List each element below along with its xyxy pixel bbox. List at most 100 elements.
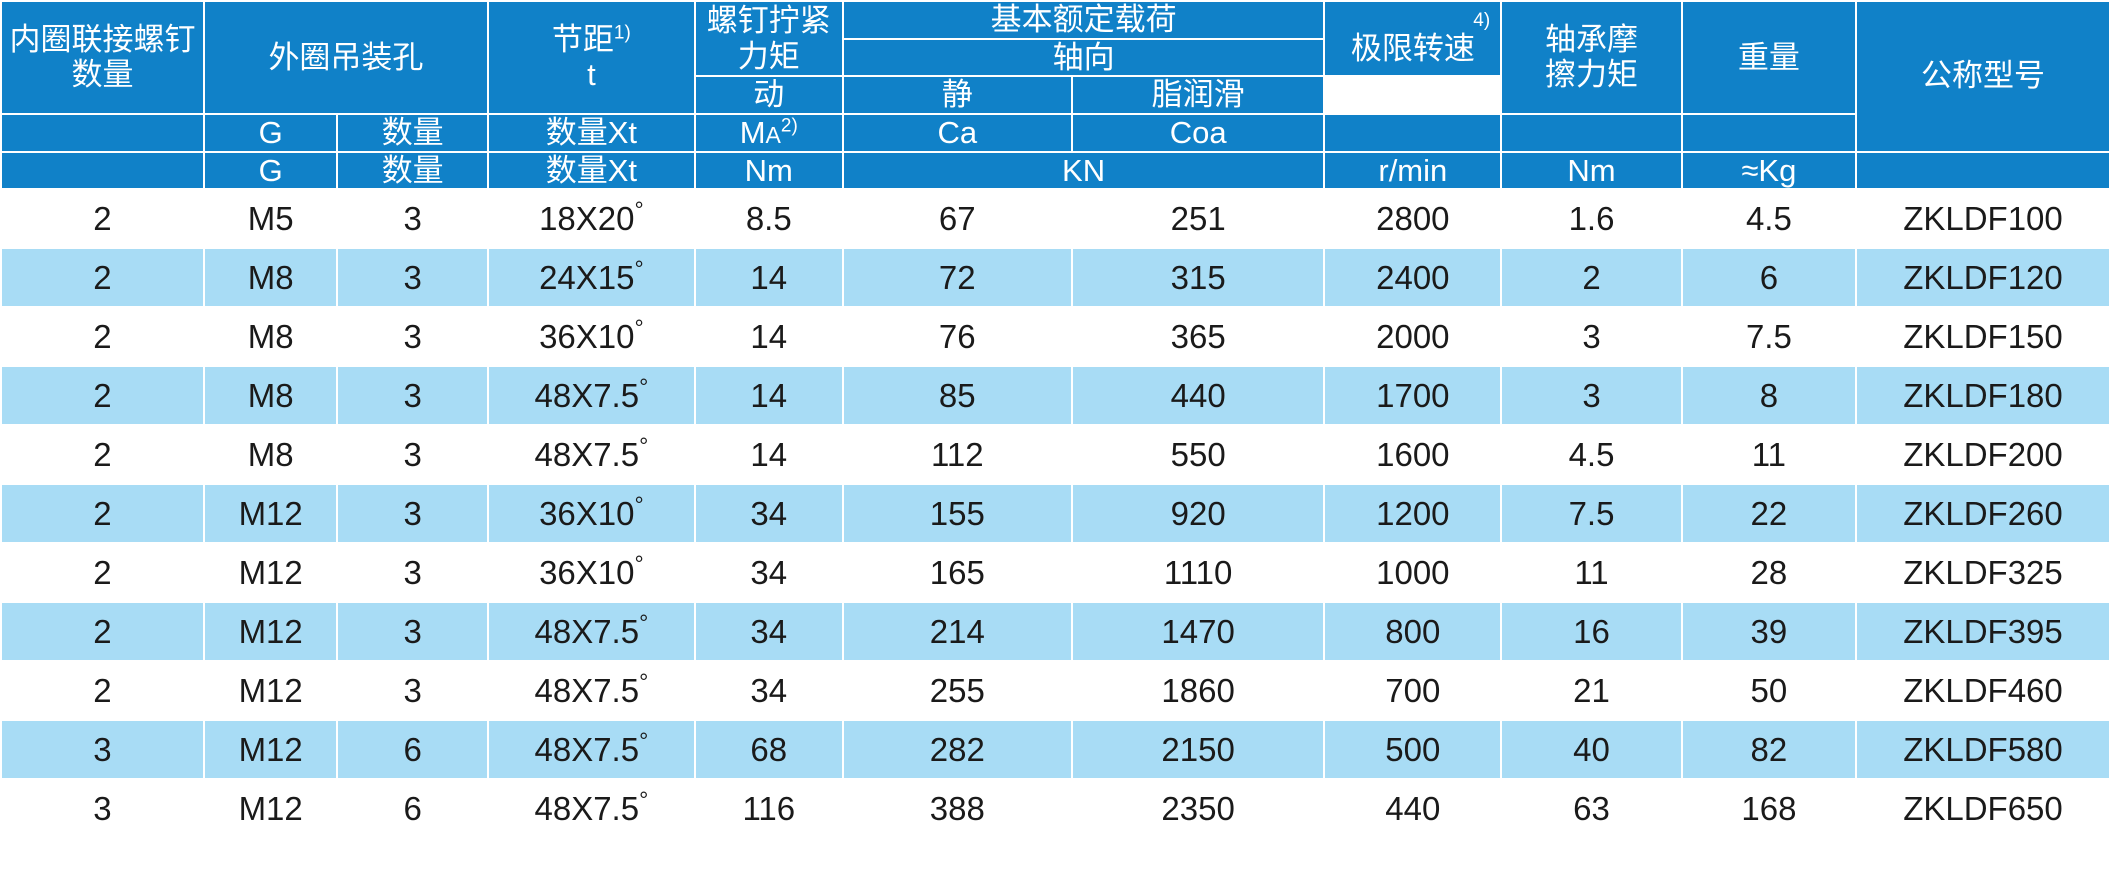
cell-weight: 39 bbox=[1680, 601, 1857, 663]
unit-load-kn: KN bbox=[841, 150, 1326, 191]
cell-model: ZKLDF650 bbox=[1854, 778, 2111, 840]
table-header: 内圈联接螺钉 数量 外圈吊装孔 节距1) t 螺钉拧紧 力矩 基本额定载荷 4)… bbox=[0, 0, 2111, 191]
cell-ca: 388 bbox=[841, 778, 1073, 840]
cell-coa: 550 bbox=[1070, 424, 1326, 486]
unit-hole-count: 数量 bbox=[336, 150, 489, 191]
cell-thread-g: M12 bbox=[202, 660, 339, 722]
cell-inner-screw-count: 2 bbox=[0, 365, 205, 427]
header-screw-torque-line2: 力矩 bbox=[737, 38, 800, 74]
cell-ca: 155 bbox=[841, 483, 1073, 545]
header-pitch: 节距1) t bbox=[486, 0, 696, 115]
cell-weight: 168 bbox=[1680, 778, 1857, 840]
cell-ca: 165 bbox=[841, 542, 1073, 604]
cell-model: ZKLDF120 bbox=[1854, 247, 2111, 309]
cell-hole-count: 3 bbox=[336, 306, 489, 368]
cell-pitch: 48X7.5° bbox=[486, 778, 696, 840]
cell-friction-torque: 7.5 bbox=[1500, 483, 1683, 545]
cell-thread-g: M8 bbox=[202, 365, 339, 427]
cell-ca: 112 bbox=[841, 424, 1073, 486]
header-limit-speed-superscript: 4) bbox=[1473, 9, 1491, 31]
header-limit-speed: 4) 极限转速 bbox=[1323, 0, 1503, 78]
cell-model: ZKLDF460 bbox=[1854, 660, 2111, 722]
cell-torque-ma: 14 bbox=[693, 247, 844, 309]
cell-torque-ma: 14 bbox=[693, 424, 844, 486]
cell-coa: 920 bbox=[1070, 483, 1326, 545]
cell-pitch: 24X15° bbox=[486, 247, 696, 309]
cell-weight: 28 bbox=[1680, 542, 1857, 604]
cell-pitch: 36X10° bbox=[486, 542, 696, 604]
degree-symbol: ° bbox=[639, 727, 649, 754]
cell-coa: 1860 bbox=[1070, 660, 1326, 722]
cell-limit-speed: 1000 bbox=[1323, 542, 1503, 604]
header-symbol-coa: Coa bbox=[1070, 112, 1326, 153]
header-symbol-ma-m: M bbox=[739, 114, 766, 150]
cell-weight: 7.5 bbox=[1680, 306, 1857, 368]
cell-hole-count: 6 bbox=[336, 778, 489, 840]
table-row: 2 M8 3 24X15° 14 72 315 2400 2 6 ZKLDF120 bbox=[0, 247, 2111, 309]
cell-pitch: 48X7.5° bbox=[486, 424, 696, 486]
header-symbol-friction bbox=[1500, 112, 1683, 153]
cell-ca: 282 bbox=[841, 719, 1073, 781]
pitch-value: 36X10 bbox=[539, 317, 635, 355]
header-inner-ring-screw-count-line2: 数量 bbox=[71, 57, 134, 93]
table-row: 2 M12 3 36X10° 34 165 1110 1000 11 28 ZKLDF325 bbox=[0, 542, 2111, 604]
degree-symbol: ° bbox=[634, 550, 644, 577]
table-row: 2 M8 3 36X10° 14 76 365 2000 3 7.5 ZKLDF150 bbox=[0, 306, 2111, 368]
cell-torque-ma: 14 bbox=[693, 365, 844, 427]
degree-symbol: ° bbox=[634, 491, 644, 518]
cell-torque-ma: 34 bbox=[693, 660, 844, 722]
cell-inner-screw-count: 2 bbox=[0, 424, 205, 486]
unit-speed-rmin: r/min bbox=[1323, 150, 1503, 191]
cell-weight: 11 bbox=[1680, 424, 1857, 486]
cell-coa: 2150 bbox=[1070, 719, 1326, 781]
table-row: 2 M8 3 48X7.5° 14 85 440 1700 3 8 ZKLDF180 bbox=[0, 365, 2111, 427]
cell-thread-g: M5 bbox=[202, 188, 339, 250]
cell-hole-count: 3 bbox=[336, 365, 489, 427]
header-limit-speed-label: 极限转速 bbox=[1350, 30, 1475, 66]
cell-pitch: 48X7.5° bbox=[486, 719, 696, 781]
cell-weight: 8 bbox=[1680, 365, 1857, 427]
cell-hole-count: 3 bbox=[336, 483, 489, 545]
cell-limit-speed: 1200 bbox=[1323, 483, 1503, 545]
bearing-specification-table: 内圈联接螺钉 数量 外圈吊装孔 节距1) t 螺钉拧紧 力矩 基本额定载荷 4)… bbox=[0, 0, 2111, 840]
cell-coa: 440 bbox=[1070, 365, 1326, 427]
cell-inner-screw-count: 2 bbox=[0, 542, 205, 604]
cell-limit-speed: 800 bbox=[1323, 601, 1503, 663]
pitch-value: 48X7.5 bbox=[534, 730, 640, 768]
cell-limit-speed: 1600 bbox=[1323, 424, 1503, 486]
header-screw-tightening-torque: 螺钉拧紧 力矩 bbox=[693, 0, 844, 78]
cell-weight: 50 bbox=[1680, 660, 1857, 722]
cell-friction-torque: 11 bbox=[1500, 542, 1683, 604]
cell-model: ZKLDF325 bbox=[1854, 542, 2111, 604]
cell-hole-count: 3 bbox=[336, 542, 489, 604]
table-row: 2 M12 3 48X7.5° 34 214 1470 800 16 39 ZKLDF395 bbox=[0, 601, 2111, 663]
degree-symbol: ° bbox=[639, 668, 649, 695]
degree-symbol: ° bbox=[639, 373, 649, 400]
header-row-3: 动 静 脂润滑 bbox=[1, 75, 2110, 115]
cell-torque-ma: 14 bbox=[693, 306, 844, 368]
header-symbol-ma-a: A bbox=[765, 121, 781, 148]
cell-hole-count: 3 bbox=[336, 660, 489, 722]
cell-thread-g: M12 bbox=[202, 542, 339, 604]
header-pitch-symbol: t bbox=[587, 57, 596, 93]
pitch-value: 48X7.5 bbox=[534, 671, 640, 709]
header-symbol-grease bbox=[1323, 112, 1503, 153]
cell-model: ZKLDF260 bbox=[1854, 483, 2111, 545]
cell-pitch: 36X10° bbox=[486, 483, 696, 545]
header-weight: 重量 bbox=[1680, 0, 1857, 115]
cell-ca: 67 bbox=[841, 188, 1073, 250]
header-inner-ring-screw-count: 内圈联接螺钉 数量 bbox=[0, 0, 205, 115]
pitch-value: 48X7.5 bbox=[534, 376, 640, 414]
cell-torque-ma: 34 bbox=[693, 483, 844, 545]
cell-inner-screw-count: 2 bbox=[0, 188, 205, 250]
header-symbol-pitch-count: 数量Xt bbox=[486, 112, 696, 153]
unit-torque-nm: Nm bbox=[693, 150, 844, 191]
cell-limit-speed: 2800 bbox=[1323, 188, 1503, 250]
pitch-value: 48X7.5 bbox=[534, 435, 640, 473]
header-dynamic: 动 bbox=[693, 75, 844, 115]
table-row: 2 M8 3 48X7.5° 14 112 550 1600 4.5 11 ZKLDF200 bbox=[0, 424, 2111, 486]
header-symbol-thread-g: G bbox=[202, 112, 339, 153]
header-symbol-weight bbox=[1680, 112, 1857, 153]
cell-ca: 72 bbox=[841, 247, 1073, 309]
degree-symbol: ° bbox=[639, 609, 649, 636]
